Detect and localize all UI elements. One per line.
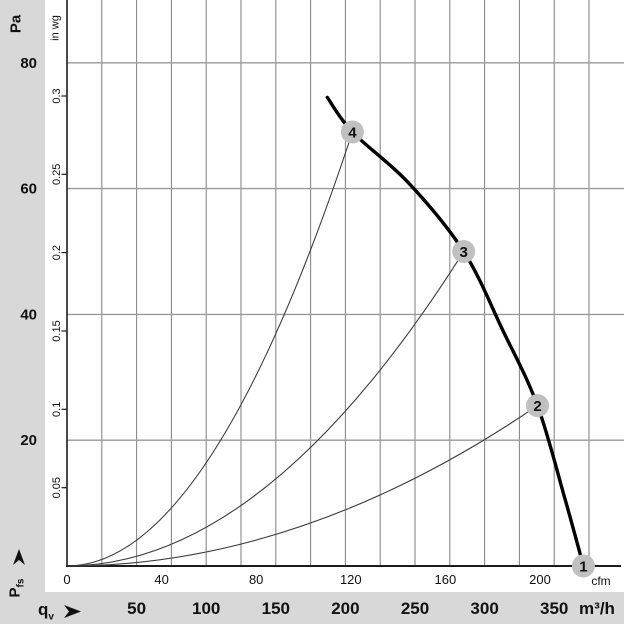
operating-point-number: 3 [460,244,468,261]
inwg-tick-label: 0.2 [51,245,63,260]
inwg-tick-label: 0.05 [51,477,63,498]
pa-tick-label: 20 [20,432,37,449]
pressure-symbol-main: P [6,587,24,598]
pa-tick-label: 60 [20,181,37,198]
pressure-axis-unit-label: Pa [7,14,25,34]
system-resistance-curve [66,405,538,567]
pressure-axis-secondary-unit-label: in wg [49,15,62,41]
fan-performance-curve [325,95,586,568]
cfm-tick-label: 200 [529,572,551,587]
operating-point-marker [571,554,595,578]
flow-symbol-subscript: v [48,611,54,623]
cfm-tick-label: 160 [435,572,457,587]
pressure-symbol-subscript: fs [15,578,27,588]
m3h-tick-label: 50 [127,599,146,618]
m3h-tick-label: 200 [331,599,359,618]
flow-symbol-main: q [38,600,49,619]
inwg-tick-label: 0.15 [51,320,63,341]
pressure-symbol-label: Pfs [6,578,27,598]
pressure-axis-arrow-up-icon [13,549,25,565]
flow-symbol-label: qv [38,601,54,622]
system-resistance-curve [66,251,465,567]
m3h-tick-label: 100 [192,599,220,618]
cfm-tick-label: 120 [340,572,362,587]
cfm-tick-label: 80 [249,572,263,587]
cfm-unit-label: cfm [591,574,610,588]
cfm-tick-label: 40 [154,572,168,587]
operating-point-marker [526,394,549,418]
operating-point-number: 2 [533,398,541,415]
m3h-tick-label: 300 [470,599,498,618]
inwg-tick-label: 0.1 [51,402,63,417]
operating-point-number: 1 [579,559,587,576]
m3h-unit-label: m³/h [579,599,615,618]
operating-point-number: 4 [348,125,357,142]
m3h-tick-label: 350 [540,599,568,618]
pa-tick-label: 80 [20,55,37,72]
m3h-tick-label: 150 [262,599,290,618]
pa-tick-label: 40 [20,306,37,323]
system-resistance-curve [66,131,353,567]
inwg-tick-label: 0.25 [51,164,63,185]
flow-axis-arrow-right-icon [64,605,81,618]
inwg-tick-label: 0.3 [51,88,63,103]
plot-area [45,0,624,592]
operating-point-marker [452,240,476,263]
operating-point-marker [340,120,364,144]
cfm-tick-label: 0 [63,572,70,587]
m3h-tick-label: 250 [401,599,429,618]
